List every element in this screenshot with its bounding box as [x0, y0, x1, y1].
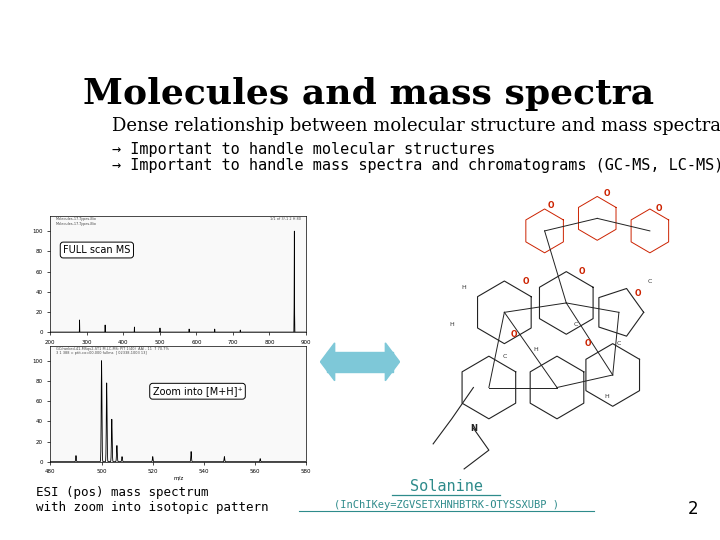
Text: Solanine: Solanine	[410, 479, 483, 494]
Text: ESI (pos) mass spectrum
with zoom into isotopic pattern: ESI (pos) mass spectrum with zoom into i…	[36, 486, 269, 514]
Text: C: C	[502, 354, 507, 359]
Text: O: O	[547, 201, 554, 211]
Text: 2: 2	[688, 501, 698, 518]
Text: O: O	[585, 339, 591, 348]
Text: H: H	[462, 285, 467, 290]
Text: 1/1 of 3/-1 2 H 80: 1/1 of 3/-1 2 H 80	[270, 217, 301, 221]
Text: O: O	[510, 330, 517, 339]
X-axis label: m/z: m/z	[173, 346, 184, 351]
Text: Molecules and mass spectra: Molecules and mass spectra	[84, 77, 654, 111]
Polygon shape	[385, 343, 400, 381]
Text: O: O	[603, 189, 610, 198]
Text: H: H	[604, 394, 609, 400]
Text: N: N	[470, 424, 477, 433]
Polygon shape	[320, 343, 335, 381]
Text: → Important to handle molecular structures: → Important to handle molecular structur…	[112, 141, 495, 157]
Text: O: O	[578, 267, 585, 276]
Text: → Important to handle mass spectra and chromatograms (GC-MS, LC-MS): → Important to handle mass spectra and c…	[112, 158, 720, 173]
Text: (InChIKey=ZGVSETXHNHBTRK-OTYSSXUBP ): (InChIKey=ZGVSETXHNHBTRK-OTYSSXUBP )	[334, 500, 559, 510]
Text: C: C	[617, 341, 621, 346]
Text: O: O	[523, 276, 529, 286]
Text: O: O	[656, 205, 662, 213]
Text: FULL scan MS: FULL scan MS	[63, 245, 130, 255]
Text: GC/ranked-41-MSqv2-ST1 M-LC-MS: PIT 1(40)  AAI - 11  7 70.7%
3 1 388 = ptit.co=0: GC/ranked-41-MSqv2-ST1 M-LC-MS: PIT 1(40…	[55, 347, 168, 355]
Text: Molecules-17-Types-Bio
Molecules-17-Types-Bio: Molecules-17-Types-Bio Molecules-17-Type…	[55, 217, 96, 226]
Text: Dense relationship between molecular structure and mass spectra: Dense relationship between molecular str…	[112, 117, 720, 135]
Text: H: H	[533, 347, 538, 353]
Text: C: C	[573, 322, 577, 327]
Text: Zoom into [M+H]⁺: Zoom into [M+H]⁺	[153, 386, 243, 396]
Text: H: H	[449, 322, 454, 327]
X-axis label: m/z: m/z	[173, 476, 184, 481]
Text: O: O	[634, 289, 641, 298]
Text: C: C	[648, 279, 652, 284]
